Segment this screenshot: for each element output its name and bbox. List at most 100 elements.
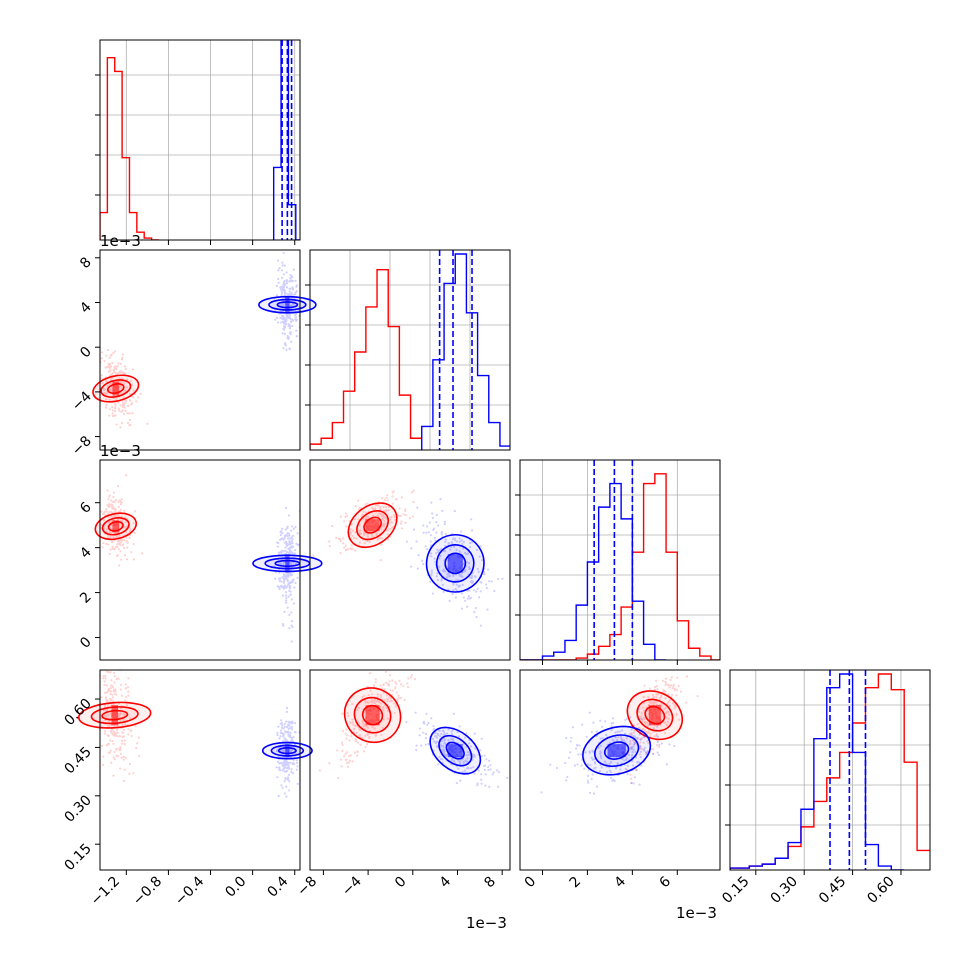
density-core-blue bbox=[607, 744, 626, 758]
scatter-point bbox=[667, 717, 670, 721]
scatter-point bbox=[331, 524, 334, 528]
scatter-point bbox=[108, 362, 112, 365]
histogram-step-blue bbox=[520, 482, 667, 660]
scatter-point bbox=[128, 536, 131, 540]
scatter-point bbox=[100, 376, 103, 380]
scatter-point bbox=[639, 750, 643, 753]
scatter-point bbox=[647, 730, 650, 733]
scatter-point bbox=[632, 782, 635, 785]
scatter-point bbox=[287, 323, 290, 326]
scatter-point bbox=[497, 771, 500, 774]
scatter-point bbox=[664, 690, 667, 694]
scatter-point bbox=[665, 763, 668, 766]
scatter-point bbox=[467, 753, 470, 756]
scatter-point bbox=[289, 721, 292, 724]
scatter-point bbox=[673, 744, 676, 748]
scatter-point bbox=[495, 769, 499, 772]
scatter-point bbox=[120, 739, 124, 742]
scatter-point bbox=[660, 694, 663, 697]
scatter-point bbox=[290, 619, 294, 623]
scatter-point bbox=[631, 746, 634, 749]
scatter-point bbox=[126, 421, 130, 425]
scatter-point bbox=[603, 760, 606, 763]
scatter-point bbox=[121, 544, 124, 547]
scatter-point bbox=[400, 527, 404, 530]
scatter-point bbox=[642, 741, 645, 744]
scatter-point bbox=[376, 695, 379, 698]
scatter-point bbox=[452, 738, 455, 742]
x-tick-label: 6 bbox=[657, 873, 675, 891]
scatter-point bbox=[277, 277, 280, 281]
scatter-point bbox=[549, 763, 552, 766]
scatter-point bbox=[282, 624, 285, 627]
x-tick-label: 0.45 bbox=[816, 874, 849, 907]
scatter-point bbox=[106, 699, 109, 702]
scatter-point bbox=[113, 414, 116, 417]
scatter-point bbox=[124, 365, 127, 368]
scatter-point bbox=[282, 740, 285, 743]
scatter-point bbox=[273, 577, 277, 580]
scatter-point bbox=[643, 736, 646, 739]
scatter-point bbox=[285, 541, 288, 544]
scatter-point bbox=[285, 710, 288, 713]
scatter-point bbox=[637, 710, 640, 713]
scatter-point bbox=[375, 532, 379, 535]
scatter-point bbox=[284, 540, 288, 543]
scatter-point bbox=[387, 538, 390, 541]
scatter-point bbox=[286, 314, 289, 318]
scatter-point bbox=[123, 743, 126, 746]
scatter-point bbox=[347, 548, 350, 551]
x-tick-label: 4 bbox=[612, 873, 630, 891]
scatter-point bbox=[112, 491, 116, 494]
scatter-point bbox=[611, 717, 615, 720]
scatter-point bbox=[600, 766, 603, 769]
scatter-point bbox=[344, 544, 347, 547]
scatter-point bbox=[385, 706, 388, 710]
scatter-point bbox=[632, 764, 635, 767]
scatter-point bbox=[648, 732, 651, 735]
scatter-point bbox=[295, 542, 298, 546]
scatter-point bbox=[600, 756, 603, 760]
scatter-point bbox=[118, 392, 121, 395]
scatter-point bbox=[118, 713, 122, 716]
scatter-point bbox=[362, 517, 365, 521]
scatter-point bbox=[437, 550, 440, 553]
scatter-point bbox=[367, 701, 370, 705]
scatter-point bbox=[354, 740, 357, 743]
scatter-point bbox=[120, 519, 123, 522]
scatter-point bbox=[422, 563, 425, 566]
scatter-point bbox=[106, 733, 109, 737]
scatter-point bbox=[113, 367, 117, 370]
contour-red-0 bbox=[107, 520, 124, 532]
scatter-point bbox=[409, 676, 413, 679]
scatter-point bbox=[442, 550, 446, 553]
scatter-point bbox=[471, 582, 474, 585]
scatter-point bbox=[284, 740, 287, 743]
scatter-point bbox=[289, 537, 292, 540]
scatter-point bbox=[121, 731, 124, 734]
scatter-point bbox=[386, 710, 390, 713]
scatter-point bbox=[670, 676, 673, 679]
scatter-point bbox=[117, 371, 120, 375]
scatter-point bbox=[462, 761, 465, 764]
scatter-point bbox=[296, 543, 299, 547]
scatter-point bbox=[412, 500, 415, 504]
scatter-point bbox=[385, 698, 388, 701]
scatter-point bbox=[382, 514, 385, 517]
scatter-point bbox=[286, 336, 289, 340]
scatter-point bbox=[483, 764, 487, 767]
scatter-point bbox=[290, 738, 293, 741]
scatter-point bbox=[121, 403, 125, 406]
scatter-point bbox=[122, 371, 125, 375]
scatter-point bbox=[126, 686, 130, 689]
scatter-point bbox=[286, 580, 290, 583]
scatter-point bbox=[424, 743, 427, 746]
scatter-point bbox=[673, 707, 676, 710]
scatter-point bbox=[283, 320, 286, 324]
scatter-point bbox=[355, 739, 358, 742]
scatter-point bbox=[118, 747, 121, 750]
scatter-point bbox=[480, 581, 483, 584]
scatter-point bbox=[388, 700, 391, 703]
scatter-point bbox=[118, 371, 121, 374]
contour-red-1 bbox=[636, 698, 674, 732]
